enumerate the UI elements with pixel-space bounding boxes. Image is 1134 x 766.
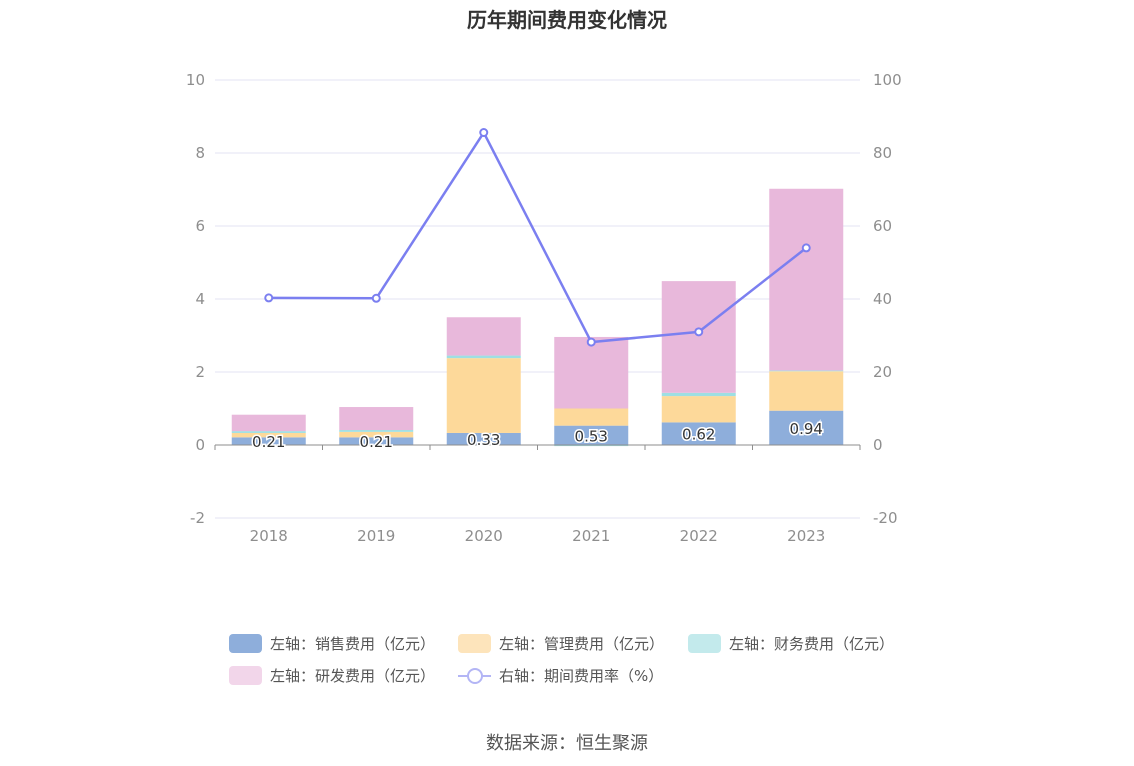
right-axis-tick-label: -20 xyxy=(873,509,898,527)
x-axis-tick-label: 2018 xyxy=(250,527,288,545)
bars xyxy=(231,188,844,447)
left-axis-tick-label: 0 xyxy=(195,436,205,454)
legend-item-rnd[interactable]: 左轴：研发费用（亿元） xyxy=(229,665,435,686)
bar-data-label: 0.21 xyxy=(360,433,393,451)
x-axis-tick-label: 2022 xyxy=(680,527,718,545)
chart-title: 历年期间费用变化情况 xyxy=(467,8,667,32)
data-source: 数据来源：恒生聚源 xyxy=(486,733,648,754)
x-axis-tick-label: 2020 xyxy=(465,527,503,545)
left-axis-tick-label: 8 xyxy=(195,144,205,162)
bar-segment-1 xyxy=(339,437,414,445)
rate-line-point xyxy=(479,128,489,138)
bar-segment-3 xyxy=(554,445,629,447)
bar-segment-1 xyxy=(554,425,629,445)
bar-segment-4 xyxy=(769,188,844,371)
x-axis-tick-label: 2021 xyxy=(572,527,610,545)
left-axis-tick-label: -2 xyxy=(190,509,205,527)
x-axis-tick-label: 2023 xyxy=(787,527,825,545)
bar-segment-2 xyxy=(446,358,521,433)
bar-segment-2 xyxy=(339,431,414,438)
bar-segment-3 xyxy=(769,370,844,372)
right-axis-tick-label: 0 xyxy=(873,436,883,454)
legend-swatch-rnd xyxy=(229,666,262,685)
legend-label-rate: 右轴：期间费用率（%） xyxy=(499,667,664,685)
bar-data-label: 0.53 xyxy=(575,427,608,445)
right-axis-tick-label: 60 xyxy=(873,217,892,235)
legend-swatch-admin xyxy=(458,634,491,653)
bar-segment-2 xyxy=(231,432,306,438)
bar-segment-4 xyxy=(554,336,629,409)
bar-segment-4 xyxy=(231,414,306,432)
bar-segment-3 xyxy=(661,392,736,397)
right-axis-tick-label: 40 xyxy=(873,290,892,308)
rate-line-point xyxy=(586,337,596,347)
legend-label-rnd: 左轴：研发费用（亿元） xyxy=(270,667,436,685)
rate-line-path xyxy=(268,131,808,344)
rate-line-point xyxy=(264,293,274,303)
bar-data-label: 0.94 xyxy=(790,420,823,438)
legend-item-admin[interactable]: 左轴：管理费用（亿元） xyxy=(458,633,664,654)
x-axis-tick-label: 2019 xyxy=(357,527,395,545)
bar-segment-1 xyxy=(231,437,306,445)
bar-segment-2 xyxy=(554,408,629,426)
bar-data-label: 0.21 xyxy=(252,433,285,451)
bar-segment-1 xyxy=(661,422,736,445)
tick-labels: -2 -20 0 0 2 20 4 40 6 60 8 80 10 100 2018 2019 2020 2021… xyxy=(186,71,902,545)
left-axis-tick-label: 10 xyxy=(186,71,205,89)
bar-segment-3 xyxy=(339,430,414,432)
rate-line-point xyxy=(371,293,381,303)
bar-segment-4 xyxy=(339,407,414,431)
right-axis-tick-label: 80 xyxy=(873,144,892,162)
legend-label-admin: 左轴：管理费用（亿元） xyxy=(499,635,665,653)
bar-segment-1 xyxy=(446,432,521,445)
x-axis xyxy=(214,444,861,450)
rate-line-point xyxy=(801,243,811,253)
legend-label-finance: 左轴：财务费用（亿元） xyxy=(729,635,895,653)
legend-item-sales[interactable]: 左轴：销售费用（亿元） xyxy=(229,633,435,654)
bar-segment-3 xyxy=(231,431,306,433)
bar-data-label: 0.62 xyxy=(682,426,715,444)
legend-item-rate[interactable]: 右轴：期间费用率（%） xyxy=(458,665,663,686)
left-axis-tick-label: 4 xyxy=(195,290,205,308)
bar-segment-1 xyxy=(769,410,844,445)
legend-item-finance[interactable]: 左轴：财务费用（亿元） xyxy=(688,633,894,654)
bar-segment-2 xyxy=(661,396,736,423)
right-axis-tick-label: 20 xyxy=(873,363,892,381)
bar-segment-3 xyxy=(446,355,521,359)
bar-segment-4 xyxy=(661,281,736,393)
bar-segment-4 xyxy=(446,317,521,356)
rate-line-point xyxy=(694,327,704,337)
legend-swatch-finance xyxy=(688,634,721,653)
left-axis-tick-label: 2 xyxy=(195,363,205,381)
data-labels: 0.21 0.21 0.33 0.53 0.62 0.94 xyxy=(251,418,825,452)
legend-swatch-rate xyxy=(458,666,491,685)
expense-rate-line xyxy=(264,128,811,347)
bar-segment-2 xyxy=(769,371,844,411)
legend-label-sales: 左轴：销售费用（亿元） xyxy=(270,635,436,653)
right-axis-tick-label: 100 xyxy=(873,71,902,89)
left-axis-tick-label: 6 xyxy=(195,217,205,235)
legend-swatch-sales xyxy=(229,634,262,653)
bar-data-label: 0.33 xyxy=(467,431,500,449)
